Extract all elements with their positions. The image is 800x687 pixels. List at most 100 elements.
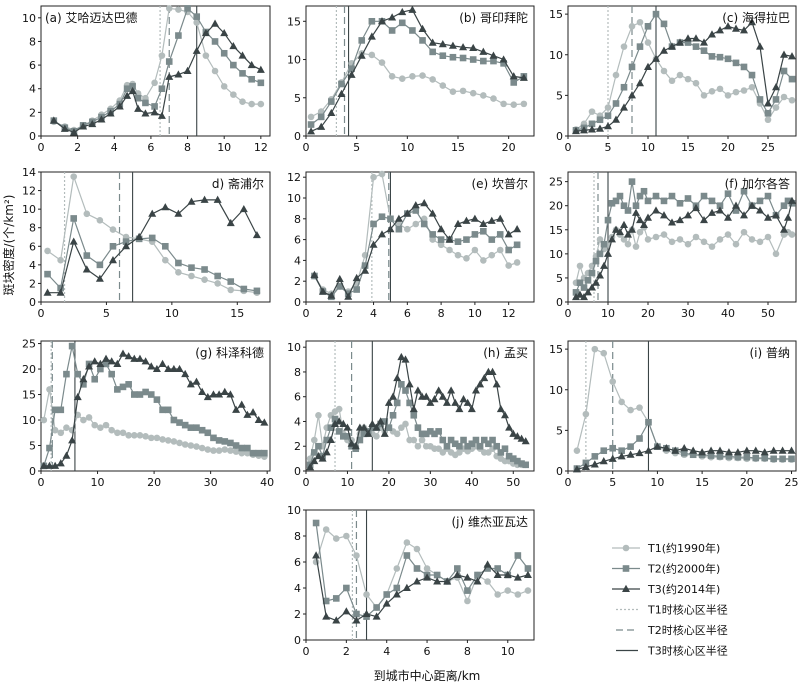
data-point xyxy=(165,58,173,65)
data-point xyxy=(716,202,724,210)
data-point xyxy=(215,390,224,398)
data-point xyxy=(430,394,439,403)
data-point xyxy=(624,207,632,214)
data-point xyxy=(215,447,223,454)
data-point xyxy=(398,75,406,82)
data-point xyxy=(260,418,269,426)
data-point xyxy=(213,195,222,203)
data-point xyxy=(347,70,356,78)
data-point xyxy=(252,230,261,239)
data-point xyxy=(668,238,676,246)
data-point xyxy=(488,367,497,375)
data-point xyxy=(214,272,221,280)
x-tick-label: 10 xyxy=(400,141,414,154)
data-point xyxy=(636,228,644,236)
x-tick-label: 8 xyxy=(438,307,445,320)
data-point xyxy=(576,279,584,287)
panel-title: (e) 坎普尔 xyxy=(471,176,528,191)
data-point xyxy=(700,92,708,99)
data-point xyxy=(644,39,652,46)
data-point xyxy=(447,386,456,394)
data-point xyxy=(238,449,246,457)
data-point xyxy=(454,219,462,227)
data-point xyxy=(608,199,616,207)
series-line xyxy=(315,528,529,609)
data-point xyxy=(362,609,371,617)
series-t2 xyxy=(307,17,528,128)
data-point xyxy=(410,411,418,419)
data-point xyxy=(724,22,732,30)
data-point xyxy=(480,436,488,444)
data-point xyxy=(227,439,234,447)
panel-title: (c) 海得拉巴 xyxy=(722,10,790,25)
data-point xyxy=(671,446,680,454)
x-tick-label: 2 xyxy=(336,307,343,320)
data-point xyxy=(464,587,471,594)
data-point xyxy=(181,441,189,448)
data-point xyxy=(433,577,442,585)
data-point xyxy=(600,349,608,357)
data-point xyxy=(63,424,70,431)
data-point xyxy=(464,442,471,450)
x-axis-label: 到城市中心距离/km xyxy=(374,668,481,683)
x-tick-label: 20 xyxy=(382,476,396,489)
data-point xyxy=(413,386,422,394)
data-point xyxy=(381,418,389,425)
data-point xyxy=(628,225,636,233)
x-tick-label: 40 xyxy=(465,476,479,489)
data-point xyxy=(255,449,262,457)
data-point xyxy=(455,404,464,413)
data-point xyxy=(227,447,234,454)
data-point xyxy=(780,202,788,210)
data-point xyxy=(239,98,246,106)
legend-item-2: T2(约2000年) xyxy=(612,562,720,576)
series-t1 xyxy=(312,526,532,611)
data-point xyxy=(612,197,620,205)
data-point xyxy=(500,60,507,67)
data-point xyxy=(44,247,51,255)
data-point xyxy=(740,63,748,71)
legend-item-4: T1时核心区半径 xyxy=(616,603,728,617)
data-point xyxy=(780,50,788,58)
data-point xyxy=(249,449,257,457)
legend-label: T1时核心区半径 xyxy=(647,603,728,617)
data-point xyxy=(204,429,212,437)
data-point xyxy=(460,436,467,444)
data-point xyxy=(504,587,512,594)
data-point xyxy=(310,456,319,465)
data-point xyxy=(192,377,201,385)
data-point xyxy=(384,398,393,406)
data-point xyxy=(580,126,588,134)
data-point xyxy=(437,241,445,249)
data-point xyxy=(439,82,447,89)
data-point xyxy=(43,288,52,296)
data-point xyxy=(193,19,201,26)
data-point xyxy=(398,381,405,388)
data-point xyxy=(368,51,376,59)
data-point xyxy=(480,257,487,264)
data-point xyxy=(312,551,321,559)
data-point xyxy=(107,357,116,365)
data-point xyxy=(314,451,323,460)
data-point xyxy=(620,43,628,50)
x-tick-label: 12 xyxy=(502,307,516,320)
data-point xyxy=(344,292,353,300)
data-point xyxy=(740,87,748,94)
data-point xyxy=(128,86,137,95)
y-tick-label: 4 xyxy=(29,259,36,272)
y-tick-label: 10 xyxy=(549,49,563,62)
data-point xyxy=(489,51,498,59)
data-point xyxy=(193,424,200,431)
y-tick-label: 15 xyxy=(549,8,563,21)
data-point xyxy=(398,7,407,16)
data-point xyxy=(237,400,246,408)
y-tick-label: 15 xyxy=(549,343,563,356)
data-point xyxy=(588,269,596,277)
data-point xyxy=(483,560,492,568)
data-point xyxy=(57,429,65,437)
data-point xyxy=(364,429,373,437)
data-point xyxy=(323,436,331,444)
data-point xyxy=(130,391,138,398)
data-point xyxy=(124,352,133,360)
data-point xyxy=(684,75,692,83)
